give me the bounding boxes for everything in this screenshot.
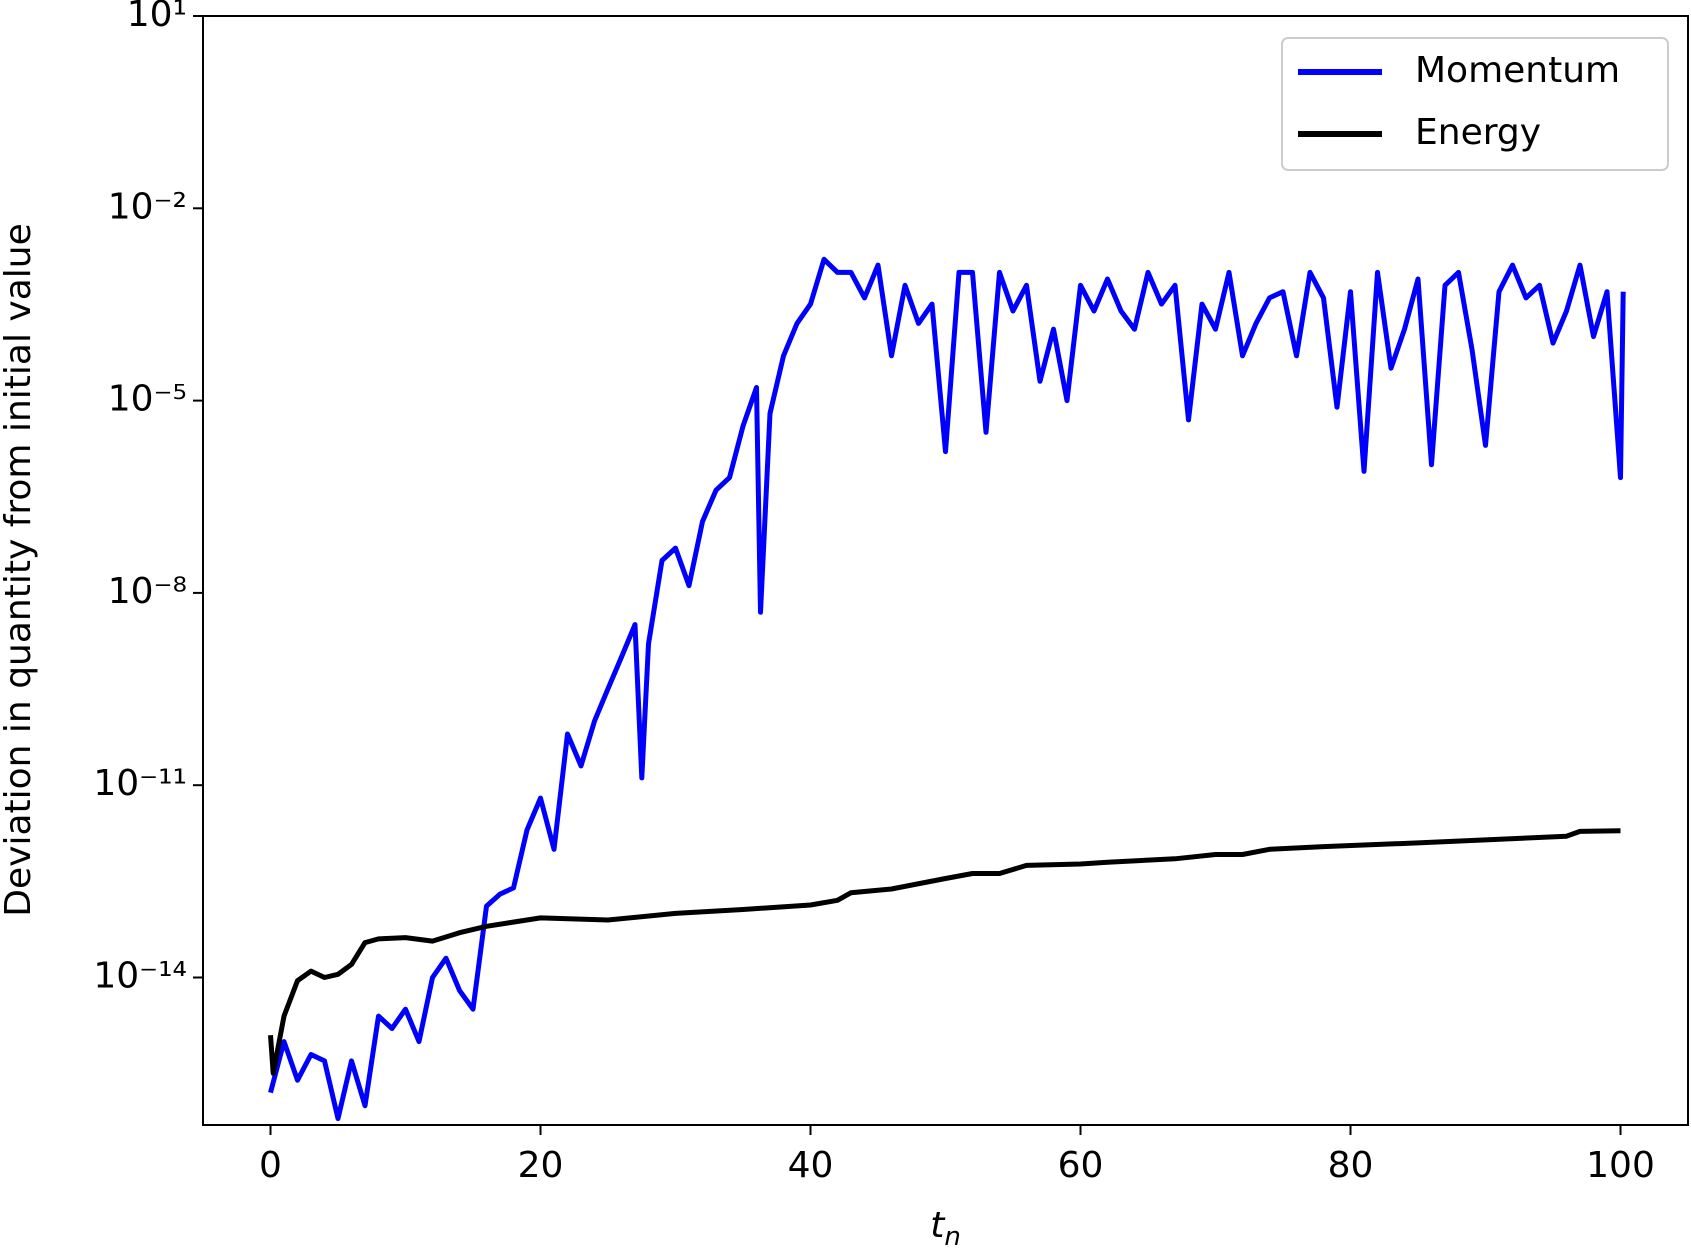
x-tick-label: 60 [1058,1145,1104,1186]
y-tick-label: 10⁻⁸ [108,571,187,612]
plot-area [268,256,1626,1122]
series-line [268,256,1626,1122]
series-line [268,828,1621,1076]
y-tick-label: 10¹ [127,0,187,35]
x-tick-label: 100 [1586,1145,1655,1186]
legend-label: Energy [1415,112,1541,153]
y-tick-label: 10⁻¹⁴ [93,956,187,997]
y-tick-label: 10⁻¹¹ [93,763,187,804]
y-tick-label: 10⁻⁵ [108,379,187,420]
x-tick-label: 80 [1328,1145,1374,1186]
y-tick-label: 10⁻² [108,186,187,227]
x-tick-label: 0 [259,1145,282,1186]
x-axis-label: tn [930,1205,961,1252]
x-tick-label: 20 [518,1145,564,1186]
x-tick-label: 40 [788,1145,834,1186]
axes-frame [202,15,1689,1126]
y-axis-label: Deviation in quantity from initial value [0,223,39,916]
legend-label: Momentum [1415,50,1620,91]
